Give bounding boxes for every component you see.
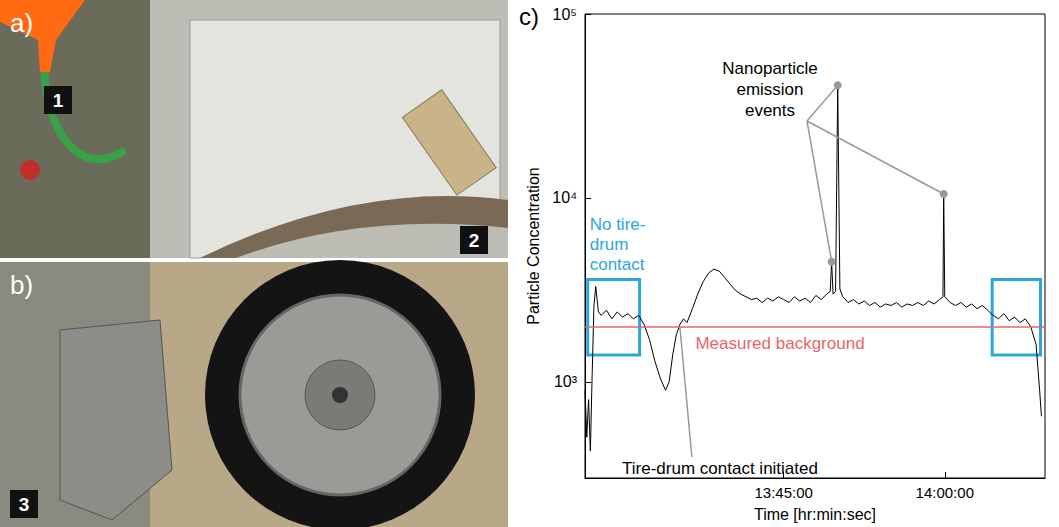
svg-text:3: 3 bbox=[19, 494, 30, 515]
svg-text:Measured background: Measured background bbox=[695, 334, 864, 353]
svg-text:emission: emission bbox=[736, 80, 803, 99]
svg-text:10⁴: 10⁴ bbox=[552, 189, 577, 206]
svg-text:c): c) bbox=[519, 3, 539, 30]
svg-text:a): a) bbox=[10, 8, 33, 38]
svg-text:Particle Concentration: Particle Concentration bbox=[525, 167, 542, 324]
svg-text:10³: 10³ bbox=[554, 373, 578, 390]
svg-text:1: 1 bbox=[53, 90, 64, 111]
svg-text:14:00:00: 14:00:00 bbox=[916, 484, 974, 501]
svg-text:10⁵: 10⁵ bbox=[553, 6, 577, 23]
svg-text:Tire-drum contact initiated: Tire-drum contact initiated bbox=[622, 459, 818, 478]
svg-text:drum: drum bbox=[590, 235, 629, 254]
svg-text:Time [hr:min:sec]: Time [hr:min:sec] bbox=[754, 506, 876, 523]
svg-text:events: events bbox=[745, 101, 795, 120]
svg-text:b): b) bbox=[10, 270, 33, 300]
svg-text:Nanoparticle: Nanoparticle bbox=[722, 59, 817, 78]
svg-text:contact: contact bbox=[590, 255, 645, 274]
svg-text:13:45:00: 13:45:00 bbox=[754, 484, 812, 501]
svg-text:No tire-: No tire- bbox=[590, 215, 646, 234]
svg-text:2: 2 bbox=[469, 230, 480, 251]
